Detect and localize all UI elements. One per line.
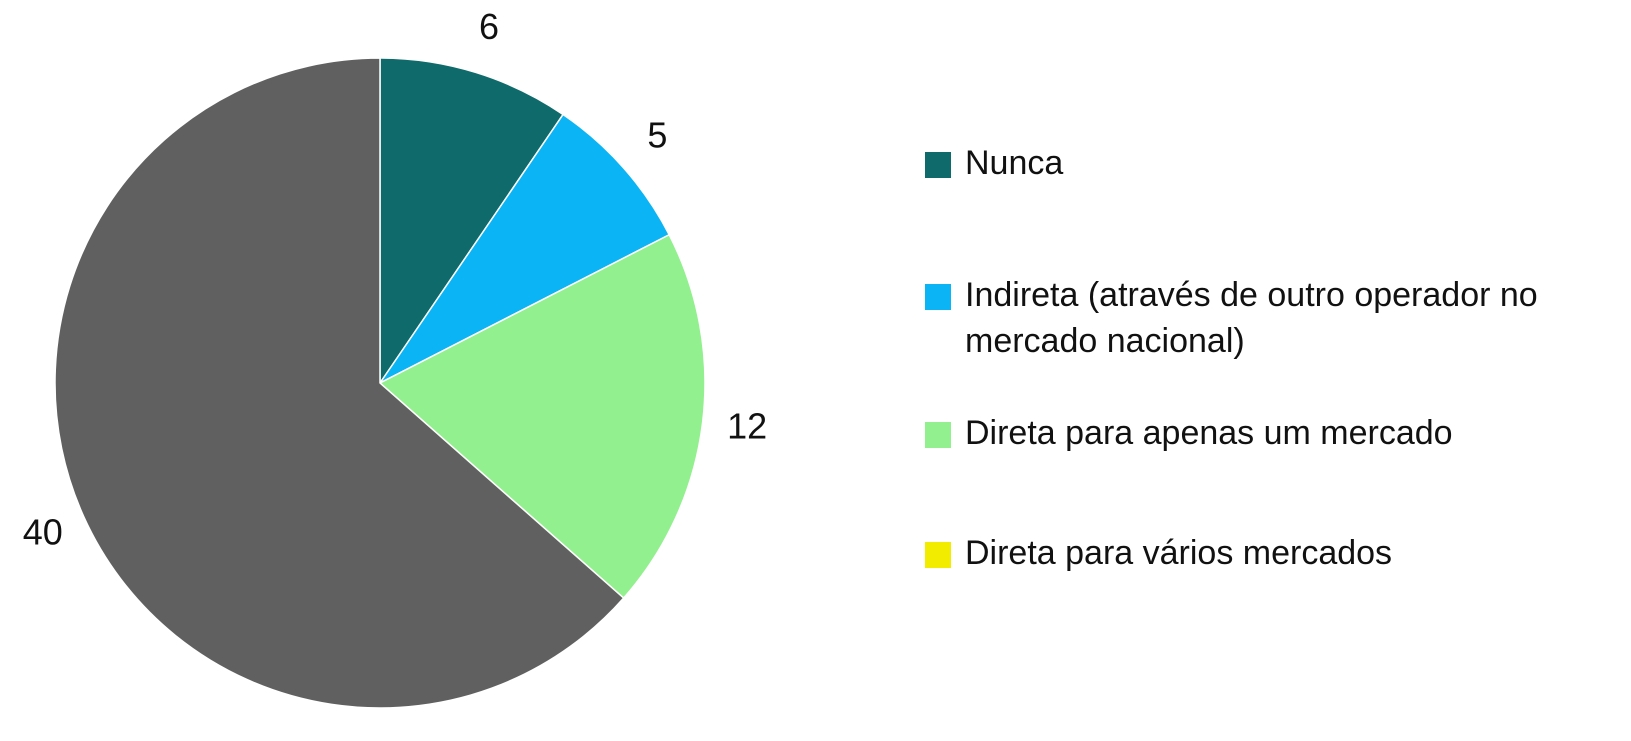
- pie-slice: [54, 57, 625, 709]
- legend-item: Direta para apenas um mercado: [925, 410, 1631, 456]
- pie-slice: [378, 233, 706, 600]
- legend-swatch: [925, 152, 951, 178]
- legend-label: Indireta (através de outro operador no m…: [965, 276, 1538, 360]
- data-label: 5: [647, 115, 667, 156]
- legend-item: Nunca: [925, 140, 1631, 186]
- pie-slice: [379, 113, 671, 384]
- legend-label: Direta para vários mercados: [965, 534, 1393, 572]
- legend-swatch: [925, 284, 951, 310]
- pie-slice: [379, 57, 565, 386]
- data-label: 12: [727, 406, 767, 447]
- legend-label: Direta para apenas um mercado: [965, 414, 1453, 452]
- legend-label: Nunca: [965, 144, 1064, 182]
- legend-swatch: [925, 422, 951, 448]
- legend-item: Direta para vários mercados: [925, 530, 1631, 576]
- data-label: 40: [23, 512, 63, 553]
- legend-swatch: [925, 542, 951, 568]
- legend-item: Indireta (através de outro operador no m…: [925, 272, 1565, 364]
- data-label: 6: [479, 6, 499, 47]
